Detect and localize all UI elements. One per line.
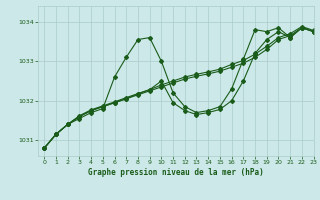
X-axis label: Graphe pression niveau de la mer (hPa): Graphe pression niveau de la mer (hPa) bbox=[88, 168, 264, 177]
